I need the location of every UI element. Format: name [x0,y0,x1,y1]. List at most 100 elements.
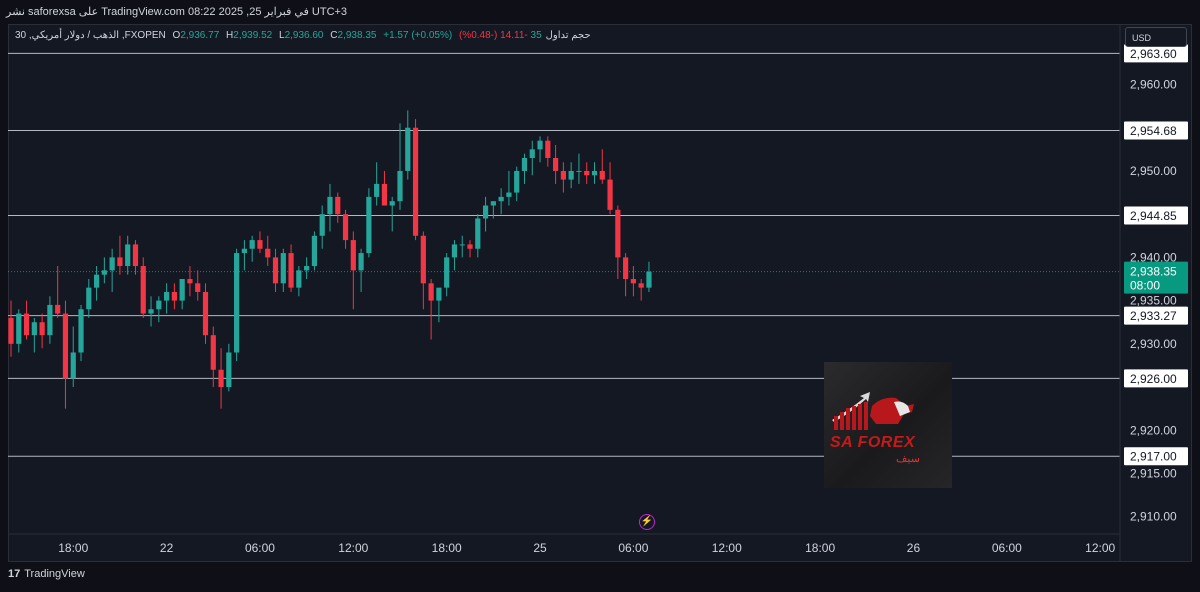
candle-body [257,240,263,249]
close-label: C [330,30,338,41]
volume-change: -14.11 (-0.48%) [458,30,528,41]
price-tick-label: 2,950.00 [1130,164,1177,178]
candle-body [195,283,201,292]
symbol-line[interactable]: الذهب / دولار أمريكي, 30 ,FXOPEN [15,30,166,41]
candle-body [70,352,76,379]
candle-body [521,157,528,171]
candle-body [327,196,333,215]
candle-body [397,170,403,202]
candle-body [179,279,185,301]
candle-body [55,304,61,314]
candle-body [109,257,115,271]
candle-body [86,287,92,310]
open-value: 2,936.77 [180,30,220,41]
candle-body [599,170,605,180]
candle-body [78,309,84,353]
candle-body [436,287,442,301]
candle-body [156,300,162,310]
level-label-box-5 [1124,447,1188,466]
footer-brand[interactable]: 17 TradingView [8,568,85,580]
low-label: L [279,30,285,41]
level-label-4: 2,926.00 [1130,372,1177,386]
low-value: 2,936.60 [284,30,324,41]
candle-body [288,253,294,288]
candle-body [171,291,177,301]
bolt-icon[interactable]: ⚡ [639,514,655,530]
candle-body [537,140,543,150]
time-tick-label: 06:00 [618,541,648,555]
candle-body [226,352,232,388]
time-scale: 18:00 22 06:00 12:00 18:00 25 06:00 12:00 18:00 2… [58,541,1115,555]
candle-body [646,271,652,288]
time-tick-label: 25 [533,541,547,555]
candle-body [350,240,356,271]
candle-body [420,235,426,284]
level-label-5: 2,917.00 [1130,450,1177,464]
candle-body [381,183,388,206]
candle-body [23,313,30,336]
candle-body [405,127,411,171]
candle-body [47,304,53,336]
candle-body [140,266,146,314]
candle-body [591,170,598,176]
candle-body [234,253,240,353]
level-label-box-2 [1124,206,1188,225]
candle-body [475,218,481,249]
time-tick-label: 12:00 [712,541,742,555]
candle-body [218,369,224,388]
candle-body [265,248,271,258]
time-tick-label: 06:00 [245,541,275,555]
horizontal-levels [8,52,1120,457]
last-price-box [1124,261,1188,294]
candle-body [560,170,566,180]
time-tick-label: 22 [160,541,174,555]
level-labels: 2,963.60 2,954.68 2,944.85 2,933.27 2,926.00… [1124,44,1188,466]
candle-body [498,196,504,202]
level-label-box-3 [1124,306,1188,325]
candle-body [148,309,154,314]
time-tick-label: 18:00 [432,541,462,555]
logo-arabic: سيف [896,453,920,465]
candle-body [638,283,644,288]
candle-body [623,257,629,279]
high-label: H [226,30,234,41]
candle-body [272,257,279,284]
candle-body [482,205,489,219]
candle-body [93,274,100,288]
candle-body [615,209,621,258]
candle-body [62,313,69,379]
candle-body [249,240,255,249]
candle-body [125,244,131,267]
level-label-box-4 [1124,369,1188,388]
candle-body [412,127,419,236]
candle-body [459,244,465,246]
candle-body [490,201,496,206]
currency-button[interactable]: USD [1125,27,1187,47]
candle-body [319,214,325,236]
time-tick-label: 18:00 [58,541,88,555]
bull-icon [832,392,914,430]
candle-body [568,170,574,180]
candle-body [506,192,512,197]
logo-text: SA FOREX [830,434,916,451]
tradingview-logo-icon: 17 [8,568,21,580]
time-tick-label: 26 [907,541,921,555]
candle-body [366,196,372,254]
level-label-2: 2,944.85 [1130,209,1177,223]
level-label-1: 2,954.68 [1130,124,1177,138]
price-tick-label: 2,960.00 [1130,78,1177,92]
candle-body [132,244,139,267]
candle-body [16,313,22,344]
candle-body [280,253,286,284]
candle-body [358,253,364,271]
time-tick-label: 06:00 [992,541,1022,555]
candle-body [514,170,520,193]
price-tick-label: 2,915.00 [1130,466,1177,480]
ohlc-legend: الذهب / دولار أمريكي, 30 ,FXOPEN O2,936.… [15,30,591,41]
volume-value: 35 [530,30,542,41]
volume-label: حجم تداول [545,30,591,41]
level-label-box-0 [1124,44,1188,63]
time-tick-label: 18:00 [805,541,835,555]
candle-body [389,201,395,206]
